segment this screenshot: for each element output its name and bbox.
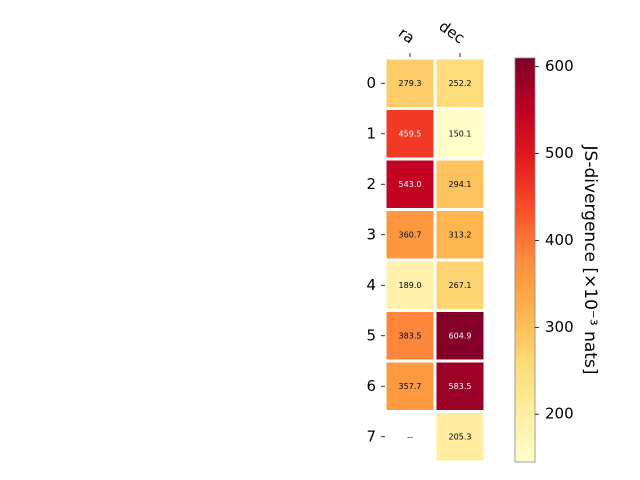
colorbar-tick-label: 200 [545,405,574,423]
heatmap-cell-label: 252.2 [449,79,472,88]
row-tick-label: 4 [366,276,376,294]
heatmap-cell-label: 294.1 [449,180,472,189]
column-tick-label: ra [395,24,418,48]
heatmap-cell-label: 604.9 [449,331,472,340]
row-tick-label: 0 [366,74,376,92]
heatmap-cell-label: 383.5 [399,331,422,340]
column-tick-label: dec [436,17,468,47]
heatmap-cell-label: 279.3 [399,79,422,88]
heatmap-cell-label: 189.0 [399,281,422,290]
row-tick-labels: 0 1 2 3 4 5 6 7 [366,74,385,445]
row-tick-label: 1 [366,124,376,142]
heatmap-cell-label: 205.3 [449,432,472,441]
heatmap-cell [436,110,484,158]
row-tick-label: 7 [366,427,376,445]
heatmap-cell-label: 459.5 [399,129,422,138]
heatmap-cell [386,211,434,259]
row-tick-label: 6 [366,377,376,395]
column-tick-labels: ra dec [395,17,468,57]
colorbar-ticks: 200 300 400 500 600 [535,57,574,423]
heatmap-cell [436,211,484,259]
colorbar [514,57,536,463]
heatmap-cell [436,312,484,360]
colorbar-tick-label: 600 [545,57,574,75]
colorbar-tick-label: 300 [545,318,574,336]
heatmap-cell-label: 543.0 [399,180,422,189]
heatmap-cell-label: -- [407,432,413,441]
colorbar-label: JS-divergence [×10⁻³ nats] [580,145,600,375]
heatmap-cell [386,312,434,360]
heatmap-cell-label: 313.2 [449,230,472,239]
heatmap-cell [386,362,434,410]
colorbar-tick-label: 400 [545,231,574,249]
row-tick-label: 3 [366,225,376,243]
heatmap-cell [436,413,484,461]
heatmap-cell-label: 267.1 [449,281,472,290]
heatmap-cell [436,261,484,309]
row-tick-label: 2 [366,175,376,193]
row-tick-label: 5 [366,326,376,344]
heatmap-cell [386,261,434,309]
heatmap-cells: 279.3 252.2 459.5 150.1 543.0 294.1 360.7 313.2… [386,59,484,461]
colorbar-tick-label: 500 [545,144,574,162]
heatmap-cell [436,160,484,208]
heatmap-cell-label: 357.7 [399,382,422,391]
heatmap-cell [436,362,484,410]
heatmap-cell [386,59,434,107]
heatmap-cell-label: 150.1 [449,129,472,138]
heatmap-cell [386,110,434,158]
heatmap-cell-label: 360.7 [399,230,422,239]
heatmap-cell [436,59,484,107]
heatmap-cell [386,160,434,208]
heatmap-cell-label: 583.5 [449,382,472,391]
